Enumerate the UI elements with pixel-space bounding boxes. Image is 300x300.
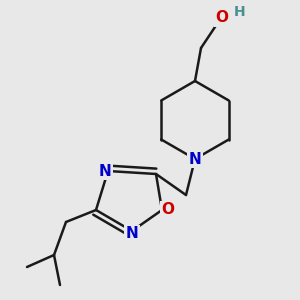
Text: H: H [234,5,246,19]
Text: O: O [215,11,229,26]
Text: O: O [161,202,175,217]
Text: N: N [126,226,138,242]
Text: N: N [189,152,201,166]
Text: N: N [99,164,111,178]
